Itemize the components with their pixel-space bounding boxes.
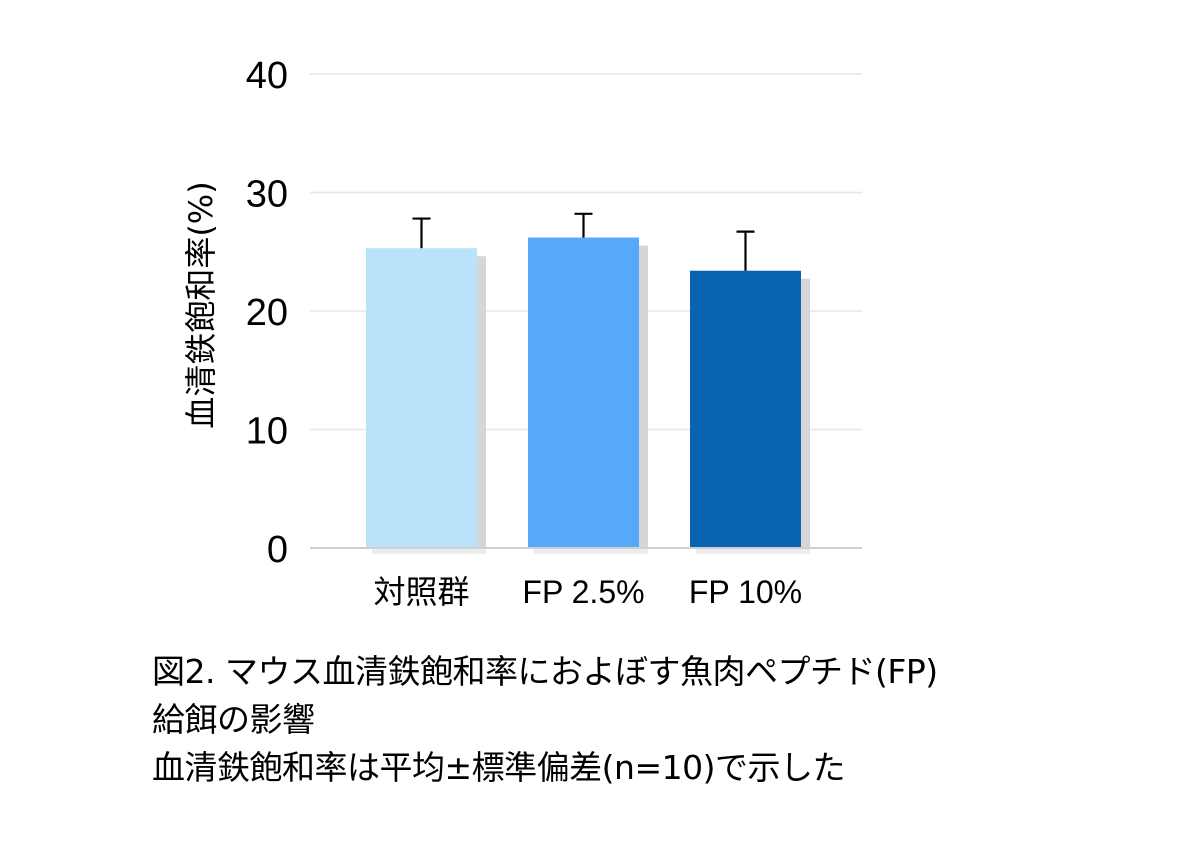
caption-line-3: 血清鉄飽和率は平均±標準偏差(n=10)で示した bbox=[152, 748, 845, 787]
y-tick-label: 0 bbox=[267, 529, 288, 571]
bar-shadow-bottom bbox=[534, 548, 648, 554]
x-tick-label: 対照群 bbox=[373, 574, 469, 610]
y-tick-label: 40 bbox=[246, 55, 288, 97]
caption-line-2: 給餌の影響 bbox=[152, 700, 315, 739]
bars bbox=[310, 212, 862, 554]
bar bbox=[366, 248, 477, 548]
y-tick-label: 30 bbox=[246, 174, 288, 216]
bar-shadow bbox=[639, 245, 648, 548]
figure-caption: 図2. マウス血清鉄飽和率におよぼす魚肉ペプチド(FP) 給餌の影響 血清鉄飽和… bbox=[152, 648, 938, 792]
x-tick-label: FP 10% bbox=[689, 574, 802, 610]
x-axis-labels: 対照群 FP 2.5% FP 10% bbox=[373, 574, 802, 610]
bar-shadow bbox=[477, 256, 486, 548]
y-axis-label: 血清鉄飽和率(%) bbox=[182, 181, 220, 428]
bar-shadow bbox=[801, 278, 810, 548]
y-axis-ticks: 0 10 20 30 40 bbox=[246, 55, 288, 571]
y-tick-label: 20 bbox=[246, 292, 288, 334]
y-tick-label: 10 bbox=[246, 411, 288, 453]
caption-line-1: 図2. マウス血清鉄飽和率におよぼす魚肉ペプチド(FP) bbox=[152, 652, 938, 691]
bar-shadow-bottom bbox=[696, 548, 810, 554]
bar bbox=[690, 270, 801, 548]
bar-chart: 0 10 20 30 40 対照群 FP 2.5% FP 10% 血清鉄飽和率(%) bbox=[182, 55, 862, 610]
x-tick-label: FP 2.5% bbox=[522, 574, 644, 610]
bar bbox=[528, 237, 639, 548]
bar-shadow-bottom bbox=[372, 548, 486, 554]
